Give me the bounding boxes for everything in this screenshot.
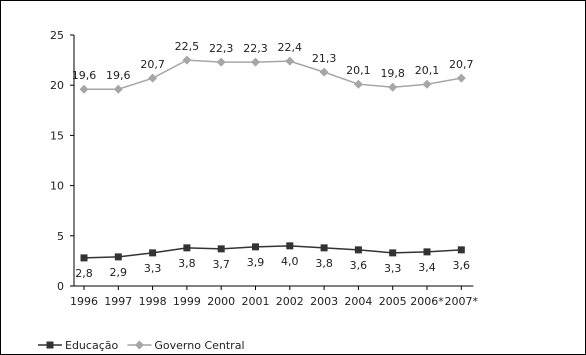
data-label: 4,0 (281, 255, 299, 268)
data-label: 19,8 (380, 67, 405, 80)
data-label: 2,8 (75, 267, 93, 280)
series-line-0 (83, 245, 462, 259)
data-point (285, 56, 295, 66)
data-label: 19,6 (72, 69, 97, 82)
data-point (422, 79, 432, 89)
data-point (182, 55, 192, 65)
data-point (252, 243, 259, 251)
data-point (217, 245, 225, 253)
data-point (113, 84, 123, 94)
data-point (251, 57, 260, 67)
data-label: 19,6 (106, 69, 131, 82)
x-tick-labels: 1996 1997 1998 1999 2000 2001 2002 2003 2004 2005… (70, 286, 479, 308)
y-tick-labels: 0 5 10 15 20 25 (50, 29, 74, 293)
data-label: 21,3 (312, 52, 337, 65)
data-label: 3,7 (212, 258, 230, 271)
y-tick-label: 25 (50, 29, 64, 42)
data-label: 3,6 (350, 259, 368, 272)
data-point (79, 84, 89, 94)
series-markers (79, 55, 466, 262)
x-tick-label: 2001 (242, 295, 270, 308)
legend: Educação Governo Central (38, 339, 245, 352)
axes (73, 35, 474, 287)
data-point (148, 73, 158, 83)
data-label: 3,9 (247, 256, 265, 269)
data-label: 3,8 (315, 257, 333, 270)
data-label: 3,4 (418, 261, 436, 274)
y-tick-label: 5 (57, 230, 64, 243)
data-label: 20,1 (346, 64, 371, 77)
x-tick-label: 2005 (379, 295, 407, 308)
x-tick-label: 2007* (445, 295, 479, 308)
data-label: 3,3 (144, 262, 162, 275)
data-label: 22,3 (209, 42, 234, 55)
series-lines (83, 59, 462, 259)
x-tick-label: 1997 (104, 295, 132, 308)
data-label: 3,3 (384, 262, 402, 275)
data-point (149, 249, 157, 257)
data-point (353, 79, 363, 89)
x-tick-label: 2002 (276, 295, 304, 308)
y-tick-label: 20 (50, 79, 64, 92)
data-point (114, 253, 122, 261)
x-tick-label: 2004 (344, 295, 372, 308)
x-tick-label: 2006* (410, 295, 444, 308)
x-tick-label: 2000 (207, 295, 235, 308)
legend-label: Governo Central (154, 339, 244, 352)
data-point (423, 248, 431, 256)
data-point (457, 246, 465, 254)
x-tick-label: 1996 (70, 295, 98, 308)
x-tick-label: 1999 (173, 295, 201, 308)
y-tick-label: 0 (57, 280, 64, 293)
data-point (354, 246, 362, 254)
data-point (389, 249, 397, 257)
legend-swatch-marker (46, 341, 54, 349)
data-label: 3,6 (453, 259, 471, 272)
data-point (216, 57, 226, 67)
data-label: 3,8 (178, 257, 196, 270)
data-point (286, 242, 294, 250)
legend-label: Educação (65, 339, 118, 352)
data-point (319, 67, 329, 77)
data-labels: 2,8 2,9 3,3 3,8 3,7 3,9 4,0 3,8 3,6 3,3 3,4 3,6 19,6… (72, 40, 474, 280)
data-point (320, 244, 328, 252)
y-tick-label: 10 (50, 180, 64, 193)
data-label: 22,3 (243, 42, 268, 55)
data-label: 22,4 (278, 41, 303, 54)
legend-swatch-marker (134, 340, 144, 350)
data-point (456, 73, 466, 83)
data-label: 20,7 (449, 58, 474, 71)
y-tick-label: 15 (50, 129, 64, 142)
x-tick-label: 2003 (310, 295, 338, 308)
data-label: 22,5 (175, 40, 200, 53)
data-label: 20,7 (140, 58, 165, 71)
data-point (80, 254, 88, 262)
data-point (388, 82, 398, 92)
data-label: 20,1 (415, 64, 440, 77)
data-label: 2,9 (110, 266, 128, 279)
data-point (183, 244, 191, 252)
x-tick-label: 1998 (139, 295, 167, 308)
series-line-1 (84, 59, 462, 90)
